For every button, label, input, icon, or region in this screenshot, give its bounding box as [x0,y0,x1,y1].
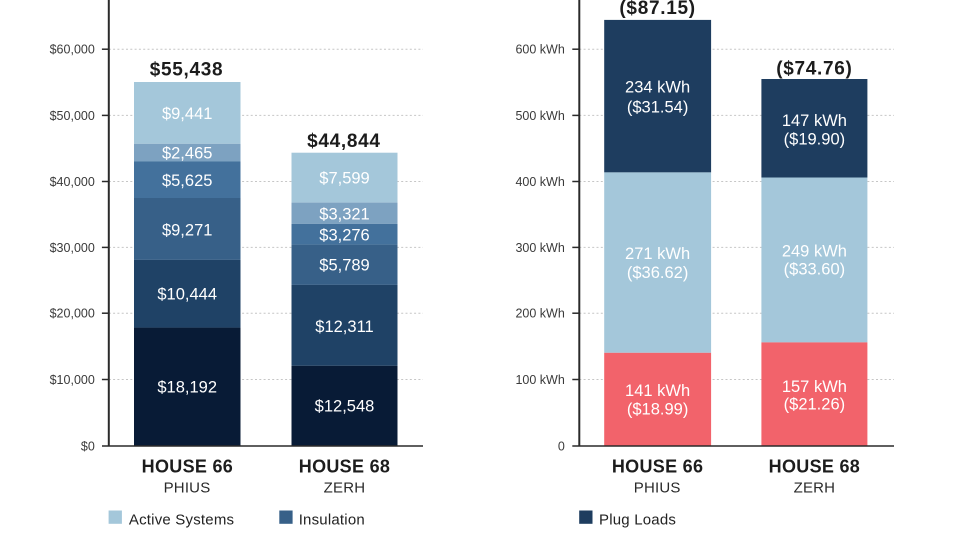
svg-text:200 kWh: 200 kWh [515,307,564,321]
svg-text:100 kWh: 100 kWh [515,373,564,387]
svg-text:Active Systems: Active Systems [129,512,234,529]
svg-text:($36.62): ($36.62) [627,264,688,282]
svg-text:Plug Loads: Plug Loads [599,512,676,529]
svg-text:$30,000: $30,000 [50,241,95,255]
svg-text:HOUSE 66: HOUSE 66 [612,457,703,477]
svg-text:$12,311: $12,311 [315,318,373,336]
svg-text:($87.15): ($87.15) [619,0,695,19]
svg-text:($18.99): ($18.99) [627,401,688,419]
svg-text:HOUSE 68: HOUSE 68 [769,457,860,477]
svg-text:HOUSE 66: HOUSE 66 [142,457,233,477]
svg-text:HOUSE 68: HOUSE 68 [299,457,390,477]
svg-text:ZERH: ZERH [324,480,366,497]
svg-text:($74.76): ($74.76) [776,58,852,79]
svg-text:147 kWh: 147 kWh [782,112,847,130]
svg-text:$7,599: $7,599 [319,170,369,188]
svg-text:300 kWh: 300 kWh [515,241,564,255]
svg-text:$5,625: $5,625 [162,172,212,190]
svg-text:249 kWh: 249 kWh [782,243,847,261]
svg-text:0: 0 [558,439,565,453]
svg-text:$0: $0 [81,439,95,453]
svg-text:141 kWh: 141 kWh [625,382,690,400]
svg-text:$40,000: $40,000 [50,175,95,189]
svg-text:$5,789: $5,789 [319,257,369,275]
svg-text:$9,271: $9,271 [162,222,212,240]
svg-text:$18,192: $18,192 [157,379,217,397]
svg-text:PHIUS: PHIUS [164,480,211,497]
svg-text:$10,000: $10,000 [50,373,95,387]
svg-text:157 kWh: 157 kWh [782,378,847,396]
svg-text:$2,465: $2,465 [162,145,212,163]
svg-text:$55,438: $55,438 [150,59,224,80]
svg-text:$20,000: $20,000 [50,307,95,321]
svg-text:($21.26): ($21.26) [784,396,845,414]
svg-text:500 kWh: 500 kWh [515,109,564,123]
svg-text:$9,441: $9,441 [162,105,212,123]
svg-text:600 kWh: 600 kWh [515,43,564,57]
svg-text:PHIUS: PHIUS [634,480,681,497]
svg-text:($31.54): ($31.54) [627,98,688,116]
svg-text:$60,000: $60,000 [50,43,95,57]
svg-text:($19.90): ($19.90) [784,130,845,148]
svg-text:$3,276: $3,276 [319,226,369,244]
svg-text:Insulation: Insulation [299,512,365,529]
svg-text:$10,444: $10,444 [157,286,217,304]
svg-text:271 kWh: 271 kWh [625,245,690,263]
svg-text:$50,000: $50,000 [50,109,95,123]
svg-text:$44,844: $44,844 [307,131,381,152]
svg-text:$3,321: $3,321 [319,205,369,223]
svg-text:400 kWh: 400 kWh [515,175,564,189]
svg-text:ZERH: ZERH [794,480,836,497]
svg-text:234 kWh: 234 kWh [625,79,690,97]
svg-text:($33.60): ($33.60) [784,261,845,279]
svg-text:$12,548: $12,548 [315,398,375,416]
